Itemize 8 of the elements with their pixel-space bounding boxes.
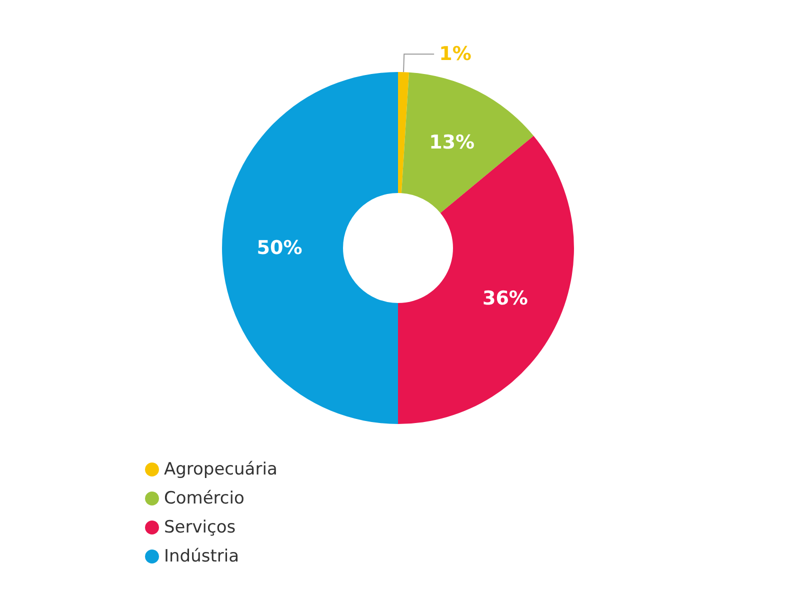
legend-label: Serviços [164,518,236,538]
data-label: 36% [482,287,528,310]
data-label: 50% [256,237,302,259]
legend-label: Comércio [164,488,244,508]
legend-label: Indústria [164,546,240,566]
legend-label: Agropecuária [164,460,278,480]
data-label: 1% [439,43,472,66]
data-label: 13% [429,131,475,154]
